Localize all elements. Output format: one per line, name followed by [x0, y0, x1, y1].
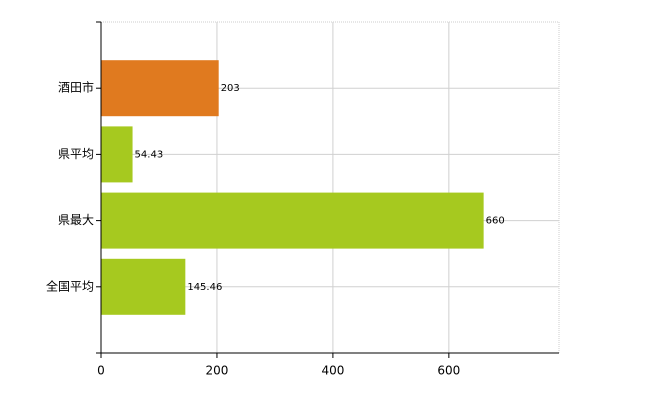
y-tick-label: 県平均	[58, 147, 94, 161]
bar	[101, 192, 484, 249]
value-label: 660	[486, 216, 505, 227]
x-tick-label: 400	[321, 364, 344, 378]
value-label: 203	[221, 83, 240, 94]
x-tick-label: 0	[97, 364, 105, 378]
value-label: 54.43	[135, 149, 164, 160]
value-label: 145.46	[187, 282, 222, 293]
bar	[101, 258, 186, 315]
bar	[101, 60, 219, 117]
y-tick-label: 酒田市	[58, 80, 94, 95]
y-tick-label: 県最大	[58, 213, 94, 227]
bar	[101, 126, 133, 183]
x-tick-label: 600	[437, 364, 460, 378]
y-tick-label: 全国平均	[46, 278, 94, 293]
x-tick-label: 200	[205, 364, 228, 378]
